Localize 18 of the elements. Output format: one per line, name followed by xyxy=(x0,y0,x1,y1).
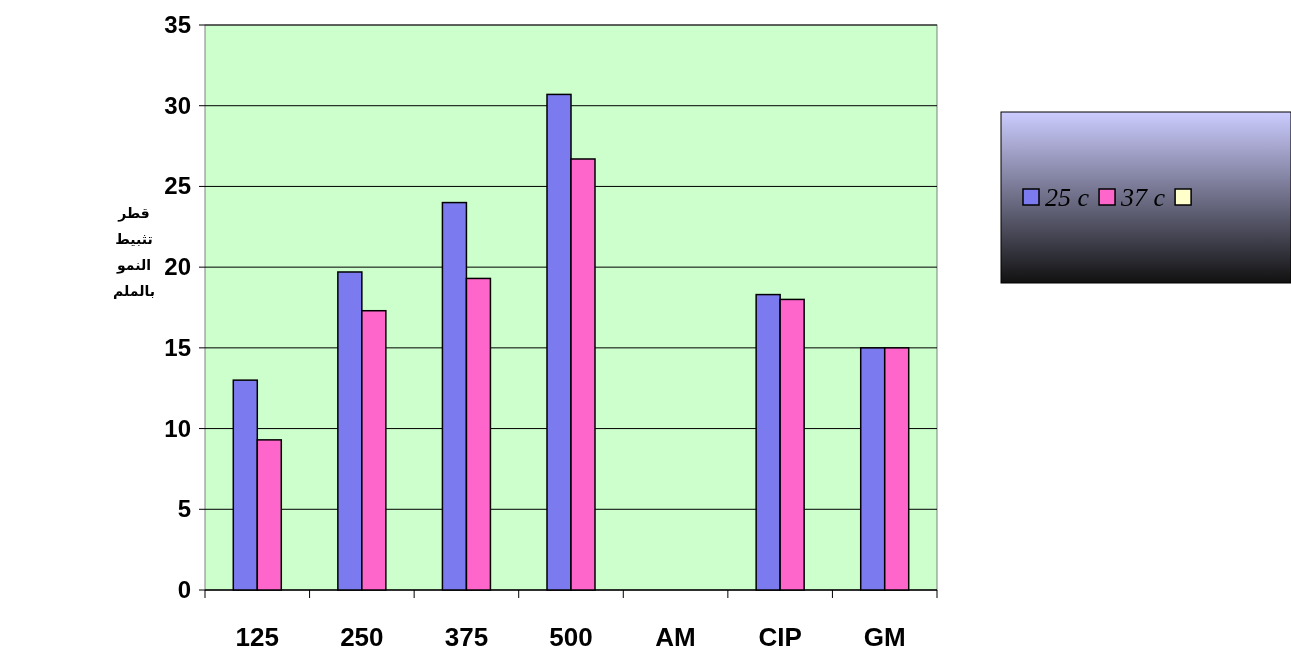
x-tick-label: 250 xyxy=(340,622,384,652)
y-axis-title: قطر تثبيط النمو بالملم xyxy=(112,204,156,301)
y-tick-label: 20 xyxy=(164,253,191,281)
y-tick-label: 15 xyxy=(164,333,191,361)
y-tick-label: 0 xyxy=(177,576,191,603)
x-tick-label: GM xyxy=(863,622,906,652)
y-tick-label: 25 xyxy=(164,172,191,200)
y-tick-label: 5 xyxy=(177,495,191,523)
x-tick-label: 500 xyxy=(549,622,593,652)
x-tick-label: AM xyxy=(655,622,696,652)
legend-label: 37 c xyxy=(1120,183,1166,212)
x-tick-label: 125 xyxy=(235,622,279,652)
y-tick-label: 35 xyxy=(164,11,191,38)
y-tick-label: 10 xyxy=(164,414,191,442)
legend-label: 25 c xyxy=(1045,183,1090,212)
x-tick-label: CIP xyxy=(758,622,802,652)
x-tick-label: 375 xyxy=(444,622,489,652)
y-tick-label: 30 xyxy=(164,91,191,119)
